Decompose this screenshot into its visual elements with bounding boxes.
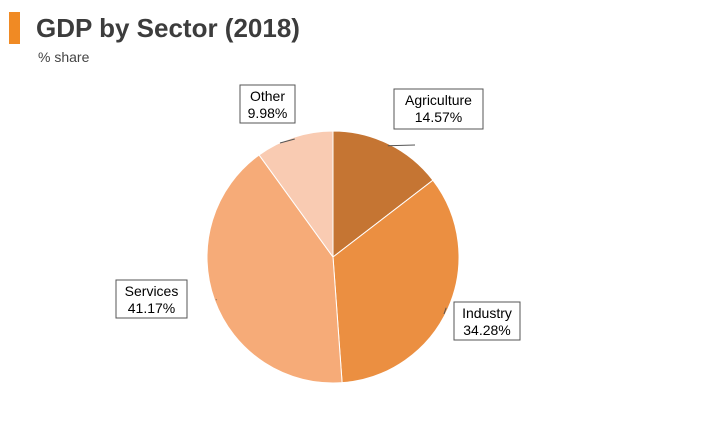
pie-slices	[206, 130, 460, 384]
chart-subtitle: % share	[38, 49, 90, 65]
slice-label-agriculture: Agriculture	[405, 92, 472, 108]
leader-line-services	[215, 299, 217, 301]
label-box-industry	[453, 301, 521, 341]
label-box-other	[239, 84, 296, 124]
slice-label-other: Other	[250, 88, 285, 104]
title-accent-bar	[9, 12, 20, 44]
slice-value-industry: 34.28%	[463, 322, 510, 338]
slice-label-services: Services	[125, 283, 179, 299]
slice-value-agriculture: 14.57%	[415, 109, 462, 125]
leader-line-agriculture	[387, 144, 416, 147]
pie-slice-services	[206, 154, 343, 384]
slice-value-services: 41.17%	[128, 300, 175, 316]
pie-slice-other	[258, 130, 334, 259]
chart-title: GDP by Sector (2018)	[36, 13, 300, 43]
label-box-agriculture	[393, 88, 484, 130]
leader-line-other	[279, 138, 295, 144]
slice-value-other: 9.98%	[248, 105, 288, 121]
label-box-services	[115, 279, 188, 319]
leader-line-industry	[443, 307, 447, 315]
pie-slice-industry	[332, 179, 460, 384]
pie-slice-agriculture	[332, 130, 434, 259]
slice-label-industry: Industry	[462, 305, 512, 321]
